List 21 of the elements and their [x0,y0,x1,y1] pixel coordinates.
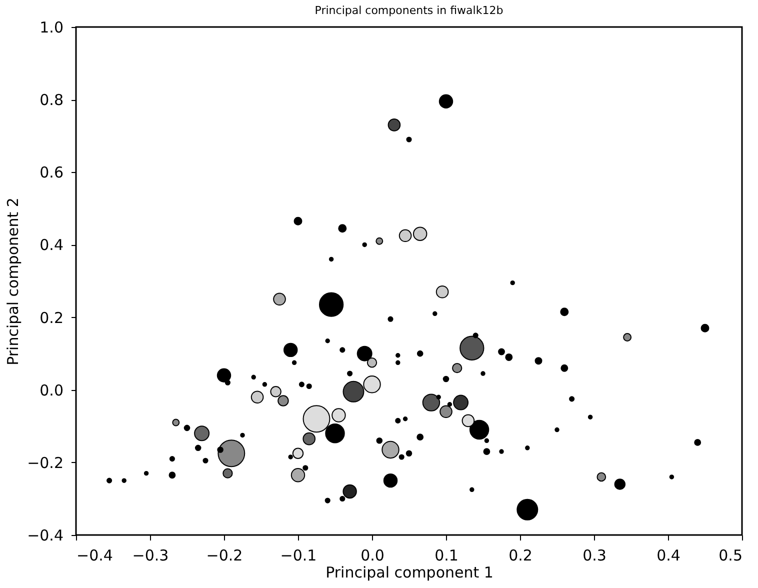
y-tick-label: −0.4 [27,526,64,544]
y-tick-label: 0.8 [40,91,64,110]
y-tick-label: −0.2 [27,454,64,472]
y-tick-label: 0.6 [40,164,64,182]
x-tick-label: 0.4 [656,546,680,564]
y-tick-label: 0.2 [40,308,64,327]
x-tick-label: −0.1 [280,546,317,564]
x-tick-label: −0.3 [132,546,169,564]
y-tick-label: 0.4 [40,236,64,254]
x-tick-label: −0.4 [76,546,113,564]
x-tick-label: 0.3 [582,546,606,564]
chart-title: Principal components in fiwalk12b [314,4,504,17]
x-tick-label: −0.2 [206,546,243,564]
x-axis-title: Principal component 1 [326,564,494,582]
y-tick-label: 1.0 [40,18,64,36]
x-tick-label: 0.0 [360,546,384,564]
x-tick-label: 0.2 [508,546,532,564]
x-tick-label: 0.5 [718,546,742,564]
y-tick-label: 0.0 [40,381,64,400]
x-tick-label: 0.1 [434,546,458,564]
y-axis-title: Principal component 2 [4,198,22,366]
